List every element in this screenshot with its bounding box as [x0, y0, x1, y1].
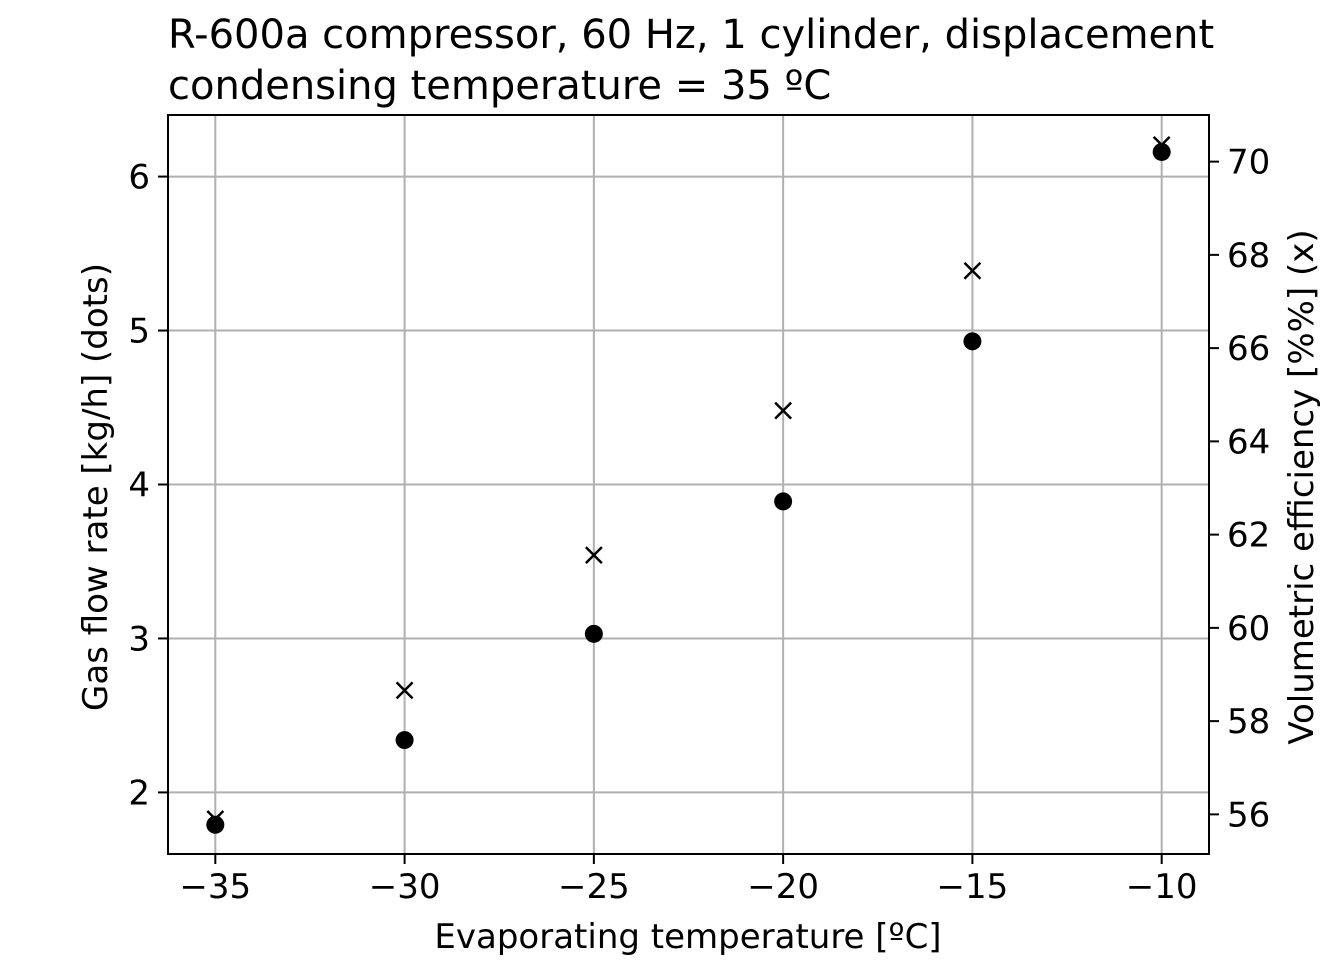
x-tick-label: −15 [937, 867, 1009, 907]
x-axis-label: Evaporating temperature [ºC] [434, 917, 941, 957]
y-right-tick-label: 70 [1227, 143, 1270, 183]
data-point-dot [395, 731, 414, 750]
y-left-tick-label: 2 [128, 773, 150, 813]
x-tick-label: −35 [179, 867, 251, 907]
chart-title-line-1: R-600a compressor, 60 Hz, 1 cylinder, di… [168, 12, 1214, 58]
data-point-x [206, 810, 225, 828]
y-right-tick-label: 62 [1227, 516, 1270, 556]
data-point-dot [1152, 142, 1171, 161]
y-left-tick-label: 5 [128, 312, 150, 352]
data-point-x-stroke [584, 546, 603, 565]
y-right-tick-label: 66 [1227, 329, 1270, 369]
x-tick-label: −30 [369, 867, 441, 907]
y-axis-label-left: Gas flow rate [kg/h] (dots) [76, 263, 116, 711]
data-point-x-stroke [774, 401, 793, 420]
data-point-dot [206, 815, 225, 834]
y-right-tick-label: 60 [1227, 609, 1270, 649]
y-right-tick-label: 56 [1227, 795, 1270, 835]
data-point-x-stroke [1152, 135, 1171, 154]
y-left-tick-label: 3 [128, 619, 150, 659]
grid [168, 115, 1209, 854]
y-right-tick-label: 68 [1227, 236, 1270, 276]
data-point-x [395, 681, 414, 700]
x-tick-label: −10 [1126, 867, 1198, 907]
y-right-tick-label: 58 [1227, 702, 1270, 742]
y-axis-label-right: Volumetric efficiency [%%] (x) [1282, 229, 1322, 744]
x-tick-label: −25 [558, 867, 630, 907]
y-left-tick-label: 6 [128, 158, 150, 198]
chart-marks [206, 135, 1171, 834]
data-point-x-stroke [206, 810, 225, 828]
data-point-x-stroke [963, 261, 982, 280]
data-point-x [1152, 135, 1171, 154]
data-point-x [584, 546, 603, 565]
y-right-tick-label: 64 [1227, 422, 1270, 462]
data-point-x-stroke [395, 681, 414, 700]
data-point-x [963, 261, 982, 280]
x-tick-label: −20 [747, 867, 819, 907]
data-point-dot [774, 492, 793, 511]
data-point-dot [963, 332, 982, 351]
chart-title-line-2: condensing temperature = 35 ºC [168, 63, 831, 109]
data-point-x [774, 401, 793, 420]
y-left-tick-label: 4 [128, 466, 150, 506]
data-point-dot [584, 624, 603, 643]
